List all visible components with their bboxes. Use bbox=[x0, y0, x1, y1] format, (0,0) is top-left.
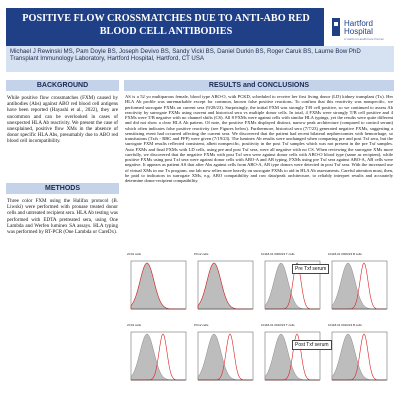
histogram bbox=[331, 331, 388, 381]
histogram bbox=[197, 260, 254, 310]
panel-title: 10118-01 0910/23 B cells bbox=[328, 323, 362, 327]
serum-label: Post Txf serum bbox=[292, 340, 332, 350]
panel-title: PC12 cells bbox=[194, 323, 209, 327]
panel-title: 2C01 cells bbox=[127, 252, 142, 256]
section-heading: BACKGROUND bbox=[6, 80, 119, 91]
histogram bbox=[130, 260, 187, 310]
poster-title: POSITIVE FLOW CROSSMATCHES DUE TO ANTI-A… bbox=[22, 13, 310, 37]
section-heading: RESULTS and CONCLUSIONS bbox=[124, 80, 394, 91]
panel-title: 10118-01 0906/23 B cells bbox=[328, 252, 362, 256]
panel-title: 10118-01 0906/23 T cells bbox=[261, 252, 295, 256]
histogram bbox=[264, 331, 321, 381]
panel-title: 2C01 cells bbox=[127, 323, 142, 327]
section-heading: METHODS bbox=[6, 183, 119, 194]
histogram bbox=[197, 331, 254, 381]
serum-label: Pre Txf serum bbox=[292, 264, 330, 274]
title-band bbox=[6, 8, 324, 46]
panel-title: 10118-01 0910/23 T cells bbox=[261, 323, 295, 327]
logo-name: Hartford Hospital bbox=[344, 19, 373, 36]
logo-subtitle: A Hartford HealthCare Partner bbox=[344, 37, 385, 41]
section-body: AS is a 52 yo multiparous female, blood … bbox=[125, 94, 394, 183]
histogram bbox=[130, 331, 187, 381]
logo bbox=[328, 8, 394, 46]
authors: Michael J Rewinski MS, Pam Doyle BS, Jos… bbox=[10, 48, 361, 63]
histogram bbox=[331, 260, 388, 310]
section-body: Three color FXM using the Halifax protoc… bbox=[7, 198, 118, 236]
panel-title: PC12 cells bbox=[194, 252, 209, 256]
author-band bbox=[6, 46, 394, 72]
section-body: While positive flow crossmatches (FXM) c… bbox=[7, 95, 118, 145]
